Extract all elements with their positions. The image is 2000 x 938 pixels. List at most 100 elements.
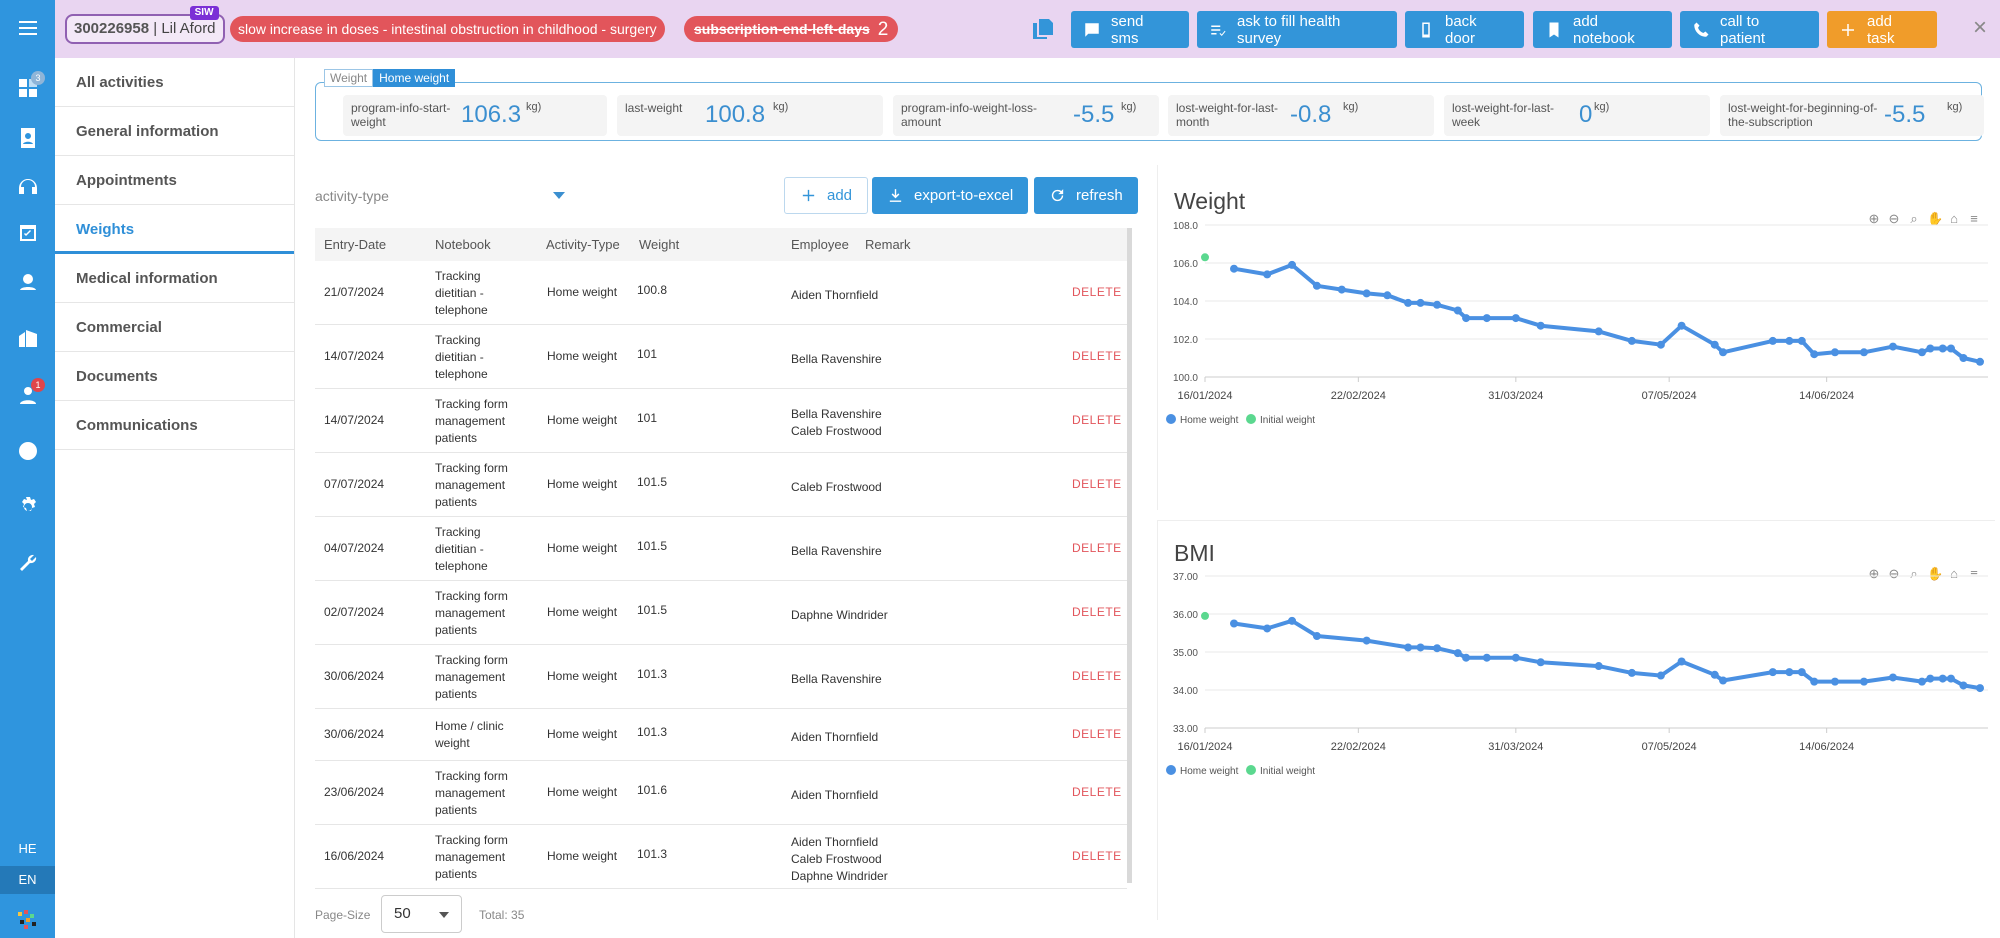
home-icon[interactable]: ⌂ [1950,566,1958,581]
cell-entry-date: 16/06/2024 [324,849,385,863]
language-he[interactable]: HE [18,841,37,856]
table-row[interactable]: 16/06/2024 Tracking form management patient… [315,825,1127,889]
menu-icon[interactable] [0,8,55,48]
delete-button[interactable]: DELETE [1072,849,1122,863]
pan-hand-icon[interactable]: ✋ [1927,211,1944,226]
table-row[interactable]: 23/06/2024 Tracking form management patient… [315,761,1127,825]
zoom-out-icon[interactable]: ⊖ [1888,211,1900,226]
home-weight-point [1976,684,1984,693]
x-tick-label: 14/06/2024 [1799,741,1854,753]
table-row[interactable]: 07/07/2024 Tracking form management patient… [315,453,1127,517]
add-notebook-button[interactable]: add notebook [1533,11,1672,48]
billing-icon[interactable] [0,431,55,471]
zoom-in-icon[interactable]: ⊕ [1868,566,1880,581]
calendar-icon[interactable] [0,212,55,252]
tab-home-weight[interactable]: Home weight [373,69,456,87]
contacts-icon[interactable] [0,118,55,158]
employee-name: Caleb Frostwood [791,851,882,866]
sidebar-item-commercial[interactable]: Commercial [55,303,294,352]
copy-icon[interactable] [1031,17,1055,41]
back-door-button[interactable]: back door [1405,11,1524,48]
delete-button[interactable]: DELETE [1072,541,1122,555]
table-row[interactable]: 30/06/2024 Home / clinic weight Home weight… [315,709,1127,761]
delete-button[interactable]: DELETE [1072,669,1122,683]
diagnosis-tag[interactable]: slow increase in doses - intestinal obst… [230,16,665,42]
table-row[interactable]: 02/07/2024 Tracking form management patient… [315,581,1127,645]
buildings-icon[interactable] [0,318,55,358]
sidebar-item-general-information[interactable]: General information [55,107,294,156]
delete-button[interactable]: DELETE [1072,285,1122,299]
delete-button[interactable]: DELETE [1072,785,1122,799]
zoom-in-icon[interactable]: ⊕ [1868,211,1880,226]
refresh-button[interactable]: refresh [1034,177,1138,214]
call-patient-button[interactable]: call to patient [1680,11,1819,48]
activity-type-select[interactable]: activity-type [315,188,571,212]
col-remark[interactable]: Remark [865,237,911,252]
delete-button[interactable]: DELETE [1072,605,1122,619]
health-survey-button[interactable]: ask to fill health survey [1197,11,1397,48]
col-notebook[interactable]: Notebook [435,237,491,252]
cell-notebook: Tracking form management patients [435,768,530,819]
dashboard-icon[interactable]: 3 [0,68,55,108]
sidebar-item-all-activities[interactable]: All activities [55,58,294,107]
health-survey-label: ask to fill health survey [1237,12,1341,47]
send-sms-label: send sms [1111,12,1144,47]
send-sms-button[interactable]: send sms [1071,11,1189,48]
delete-button[interactable]: DELETE [1072,727,1122,741]
home-weight-point [1312,632,1321,641]
home-weight-point [1230,264,1239,273]
col-weight[interactable]: Weight [639,237,680,252]
sidebar-item-communications[interactable]: Communications [55,401,294,450]
zoom-out-icon[interactable]: ⊖ [1888,566,1900,581]
summary-card: program-info-weight-loss-amount -5.5 kg) [893,95,1159,136]
menu-icon[interactable]: ≡ [1970,211,1978,226]
support-icon[interactable] [0,262,55,302]
table-row[interactable]: 14/07/2024 Tracking dietitian - telephone Ho… [315,325,1127,389]
cell-activity-type: Home weight [547,849,618,863]
menu-icon[interactable]: ≡ [1970,566,1978,581]
summary-card: lost-weight-for-last-month -0.8 kg) [1168,95,1434,136]
home-icon[interactable]: ⌂ [1950,211,1958,226]
delete-button[interactable]: DELETE [1072,477,1122,491]
home-weight-point [1462,314,1471,323]
col-entry-date[interactable]: Entry-Date [324,237,387,252]
tools-icon[interactable] [0,543,55,583]
sidebar-item-weights[interactable]: Weights [55,205,294,254]
col-employee[interactable]: Employee [791,237,849,252]
tab-weight[interactable]: Weight [324,69,374,87]
table-row[interactable]: 04/07/2024 Tracking dietitian - telephone Ho… [315,517,1127,581]
pan-hand-icon[interactable]: ✋ [1927,566,1944,581]
language-en[interactable]: EN [0,866,55,894]
y-tick-label: 37.00 [1173,572,1198,583]
close-icon[interactable]: × [1972,14,1987,41]
col-activity-type[interactable]: Activity-Type [546,237,620,252]
sidebar-item-medical-information[interactable]: Medical information [55,254,294,303]
add-button[interactable]: add [784,177,869,214]
sidebar-item-documents[interactable]: Documents [55,352,294,401]
table-row[interactable]: 30/06/2024 Tracking form management patient… [315,645,1127,709]
patients-icon[interactable]: 1 [0,375,55,415]
x-tick-label: 16/01/2024 [1177,741,1232,753]
subscription-tag[interactable]: subscription-end-left-days 2 [684,16,899,42]
cell-notebook: Tracking dietitian - telephone [435,332,530,383]
x-tick-label: 31/03/2024 [1488,741,1543,753]
sidebar-item-appointments[interactable]: Appointments [55,156,294,205]
headset-icon[interactable] [0,168,55,208]
settings-icon[interactable] [0,487,55,527]
cell-notebook: Tracking form management patients [435,460,530,511]
patient-id-chip[interactable]: 300226958 | Lil Aford SIW [65,6,225,44]
summary-card: lost-weight-for-beginning-of-the-subscri… [1720,95,1984,136]
search-icon[interactable]: ⌕ [1910,566,1918,581]
notebook-line: telephone [435,366,488,381]
search-icon[interactable]: ⌕ [1910,211,1918,226]
add-task-button[interactable]: add task [1827,11,1937,48]
delete-button[interactable]: DELETE [1072,413,1122,427]
home-weight-point [1719,348,1728,357]
export-excel-button[interactable]: export-to-excel [872,177,1029,214]
page-size-select[interactable]: 50 [381,895,462,933]
table-row[interactable]: 21/07/2024 Tracking dietitian - telephone Ho… [315,261,1127,325]
delete-button[interactable]: DELETE [1072,349,1122,363]
home-weight-point [1859,348,1868,357]
summary-card-value: 106.3 [461,101,522,128]
table-row[interactable]: 14/07/2024 Tracking form management patient… [315,389,1127,453]
